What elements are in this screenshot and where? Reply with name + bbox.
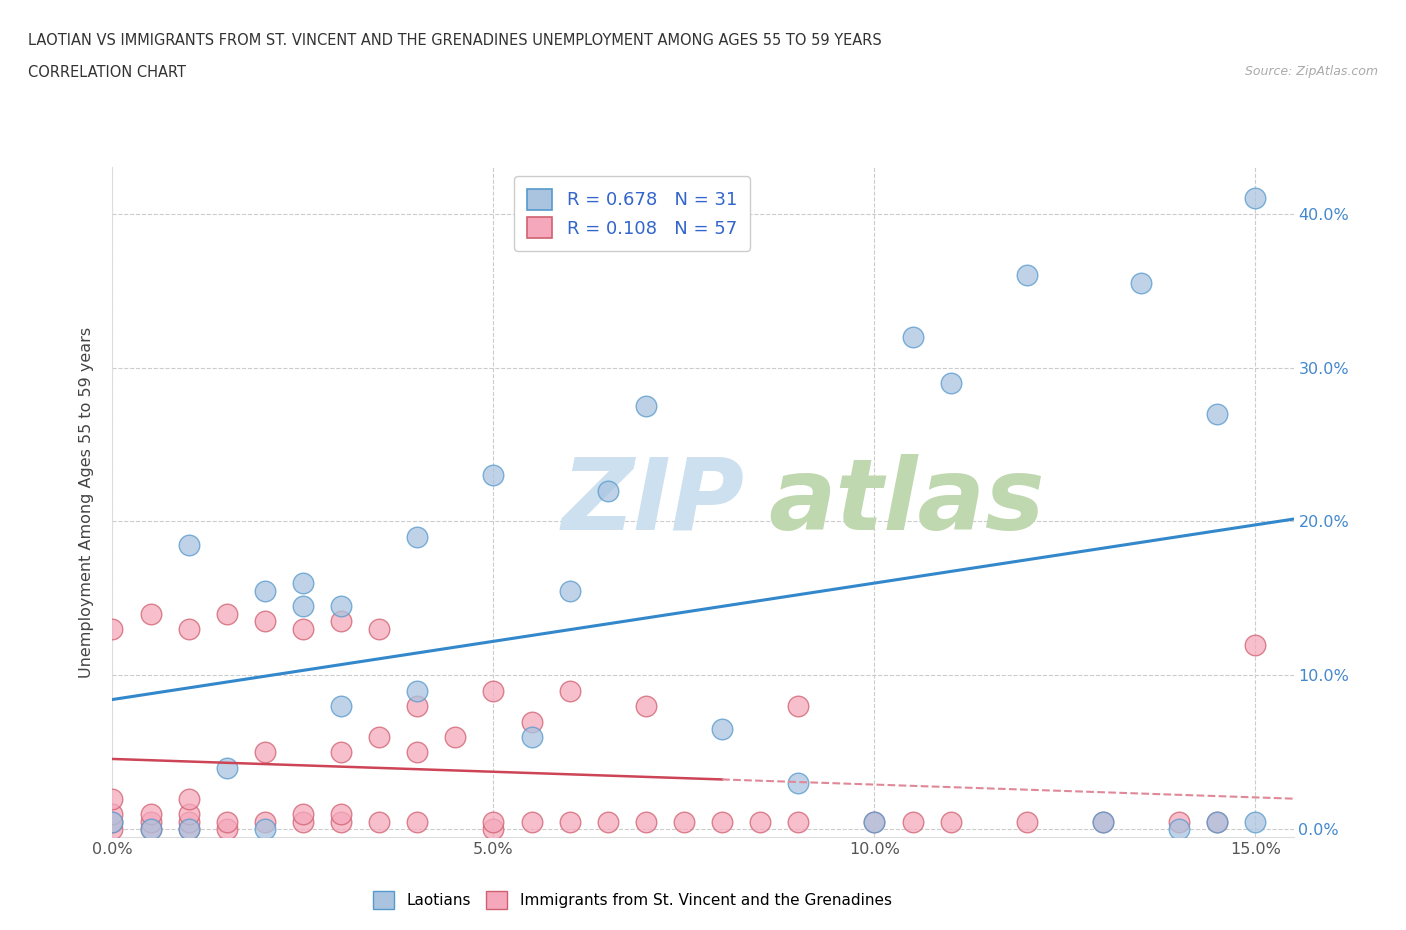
Point [1206,814,1229,829]
Point [939,814,962,829]
Point [482,468,505,483]
Point [482,822,505,837]
Point [406,814,429,829]
Point [291,806,314,821]
Point [1092,814,1115,829]
Point [253,822,276,837]
Point [901,814,924,829]
Legend: Laotians, Immigrants from St. Vincent and the Grenadines: Laotians, Immigrants from St. Vincent an… [366,884,900,916]
Point [291,814,314,829]
Point [177,791,200,806]
Point [863,814,886,829]
Text: ZIP: ZIP [561,454,744,551]
Point [1168,814,1191,829]
Point [139,606,162,621]
Point [558,684,581,698]
Point [406,698,429,713]
Point [177,806,200,821]
Point [634,698,657,713]
Point [901,329,924,344]
Point [215,761,238,776]
Point [139,822,162,837]
Point [1244,814,1267,829]
Point [863,814,886,829]
Point [101,822,124,837]
Point [101,791,124,806]
Text: atlas: atlas [768,454,1045,551]
Point [596,484,619,498]
Point [1244,191,1267,206]
Point [520,814,543,829]
Point [177,822,200,837]
Point [368,814,391,829]
Point [406,529,429,544]
Point [939,376,962,391]
Point [520,714,543,729]
Point [596,814,619,829]
Point [1244,637,1267,652]
Point [711,722,734,737]
Point [177,622,200,637]
Point [177,814,200,829]
Point [330,806,353,821]
Point [330,814,353,829]
Point [139,814,162,829]
Point [291,599,314,614]
Point [406,745,429,760]
Point [253,583,276,598]
Point [101,806,124,821]
Point [1168,822,1191,837]
Point [253,814,276,829]
Point [558,814,581,829]
Point [330,614,353,629]
Point [330,599,353,614]
Point [368,622,391,637]
Point [482,684,505,698]
Point [711,814,734,829]
Point [520,729,543,744]
Point [1015,268,1038,283]
Point [787,776,810,790]
Point [482,814,505,829]
Point [672,814,695,829]
Point [1092,814,1115,829]
Point [330,698,353,713]
Text: Source: ZipAtlas.com: Source: ZipAtlas.com [1244,65,1378,78]
Point [139,806,162,821]
Point [101,814,124,829]
Point [558,583,581,598]
Y-axis label: Unemployment Among Ages 55 to 59 years: Unemployment Among Ages 55 to 59 years [79,326,94,678]
Point [368,729,391,744]
Point [215,606,238,621]
Point [101,814,124,829]
Point [749,814,772,829]
Point [1130,275,1153,290]
Point [444,729,467,744]
Point [291,576,314,591]
Text: CORRELATION CHART: CORRELATION CHART [28,65,186,80]
Point [177,538,200,552]
Point [253,745,276,760]
Point [177,822,200,837]
Point [787,814,810,829]
Point [253,614,276,629]
Point [634,814,657,829]
Point [330,745,353,760]
Point [1206,814,1229,829]
Point [139,822,162,837]
Point [634,399,657,414]
Point [291,622,314,637]
Point [1015,814,1038,829]
Point [406,684,429,698]
Point [787,698,810,713]
Point [1206,406,1229,421]
Point [101,622,124,637]
Text: LAOTIAN VS IMMIGRANTS FROM ST. VINCENT AND THE GRENADINES UNEMPLOYMENT AMONG AGE: LAOTIAN VS IMMIGRANTS FROM ST. VINCENT A… [28,33,882,47]
Point [215,814,238,829]
Point [215,822,238,837]
